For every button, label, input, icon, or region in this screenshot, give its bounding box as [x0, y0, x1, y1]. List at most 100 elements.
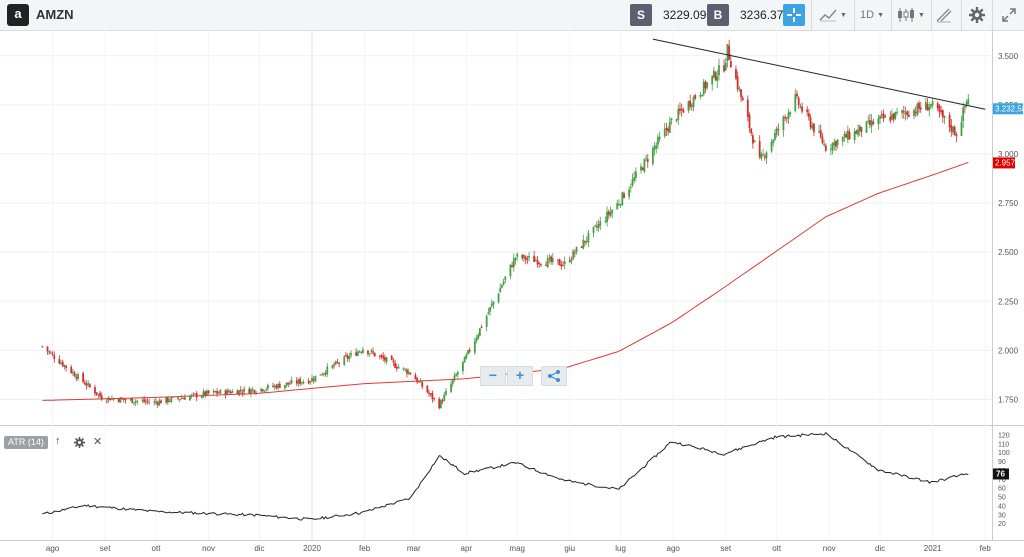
crosshair-button[interactable] [783, 4, 805, 26]
candle-body [65, 365, 68, 368]
buy-button[interactable]: B [707, 4, 729, 26]
candle-body [748, 114, 751, 129]
candle-body [611, 209, 614, 214]
candle-body [338, 363, 341, 365]
zoom-in-button[interactable]: + [507, 366, 533, 386]
candle-body [782, 116, 785, 131]
candle-body [473, 341, 476, 353]
candle-body [355, 352, 358, 356]
candle-body [824, 145, 827, 151]
chart-type-selector[interactable]: ▼ [817, 4, 849, 26]
candle-body [585, 240, 588, 242]
interval-selector[interactable]: 1D ▼ [858, 4, 886, 26]
buy-price[interactable]: 3236.37 [740, 8, 784, 22]
candle-body [236, 391, 239, 395]
move-up-icon[interactable]: ↑ [55, 435, 61, 447]
candle-body [243, 388, 246, 393]
candle-body [75, 376, 78, 379]
candle-body [858, 125, 861, 132]
candle-body [241, 392, 244, 394]
atr-tick-label: 110 [998, 441, 1009, 448]
atr-indicator-label[interactable]: ATR (14) [4, 436, 48, 449]
candle-body [358, 351, 361, 353]
atr-tick-label: 70 [998, 477, 1006, 484]
line-chart-icon [819, 9, 837, 22]
candle-body [100, 395, 103, 400]
close-indicator-icon[interactable]: ✕ [93, 436, 103, 448]
candle-body [606, 211, 608, 223]
atr-settings-button[interactable] [74, 437, 85, 451]
time-tick-label: feb [980, 544, 992, 553]
candle-body [562, 265, 564, 267]
candle-body [509, 264, 512, 277]
candle-body [453, 375, 456, 381]
candle-body [865, 121, 868, 133]
candle-body [492, 301, 495, 305]
candle-body [77, 374, 79, 380]
candle-body [558, 259, 561, 266]
candle-body [884, 115, 887, 118]
candle-body [345, 355, 347, 357]
candle-body [248, 388, 251, 394]
candle-body [250, 389, 252, 394]
candle-body [573, 252, 576, 254]
candle-body [260, 388, 263, 392]
ma-value-label: 2.957 [995, 158, 1016, 167]
candle-body [668, 121, 671, 133]
top-toolbar: a AMZN S 3229.09 B 3236.37 ▼ 1D ▼ [0, 0, 1024, 31]
sell-button[interactable]: S [630, 4, 652, 26]
candle-body [653, 146, 656, 150]
candle-body [952, 126, 954, 133]
candle-body [658, 136, 661, 140]
candle-body [416, 378, 419, 383]
candle-body [582, 239, 585, 249]
candle-body [53, 355, 56, 359]
candle-body [665, 128, 668, 130]
candle-body [643, 159, 646, 172]
candle-body [846, 130, 849, 140]
candlestick-style-selector[interactable]: ▼ [895, 4, 927, 26]
candle-body [641, 167, 644, 171]
candle-body [679, 108, 681, 111]
candle-body [845, 134, 848, 138]
candle-body [538, 262, 541, 264]
time-tick-label: 2021 [924, 544, 942, 553]
chart-grid [0, 30, 1024, 541]
share-button[interactable] [541, 366, 567, 386]
candle-body [545, 264, 547, 266]
expand-icon [1002, 8, 1016, 22]
candle-body [592, 226, 595, 233]
candle-body [514, 257, 517, 260]
candle-body [796, 93, 798, 97]
candle-body [204, 391, 207, 396]
candle-body [85, 383, 88, 386]
drawing-tools-button[interactable] [933, 4, 955, 26]
atr-value-label: 76 [996, 469, 1005, 478]
fullscreen-button[interactable] [998, 4, 1020, 26]
candle-body [740, 89, 742, 98]
chart-area[interactable]: 3.5003.2503.0002.7502.5002.2502.0001.750… [0, 30, 1024, 557]
candle-body [682, 109, 685, 113]
candle-body [516, 254, 519, 257]
candle-body [153, 401, 156, 403]
candle-body [489, 306, 491, 312]
candle-body [134, 401, 137, 403]
sell-price[interactable]: 3229.09 [663, 8, 707, 22]
candle-body [404, 369, 407, 371]
candle-body [595, 226, 598, 228]
candle-body [465, 354, 468, 359]
candle-body [348, 356, 351, 360]
atr-tick-label: 60 [998, 486, 1006, 493]
zoom-out-button[interactable]: − [480, 366, 506, 386]
settings-button[interactable] [966, 4, 988, 26]
trend-line[interactable] [652, 38, 986, 110]
candle-body [631, 179, 634, 186]
candle-body [694, 95, 697, 99]
candle-body [343, 356, 346, 365]
candle-body [870, 120, 873, 127]
instrument-symbol[interactable]: AMZN [36, 7, 74, 22]
candle-body [277, 383, 279, 388]
time-tick-label: set [100, 544, 111, 553]
candle-body [655, 145, 658, 149]
candle-body [117, 398, 120, 402]
